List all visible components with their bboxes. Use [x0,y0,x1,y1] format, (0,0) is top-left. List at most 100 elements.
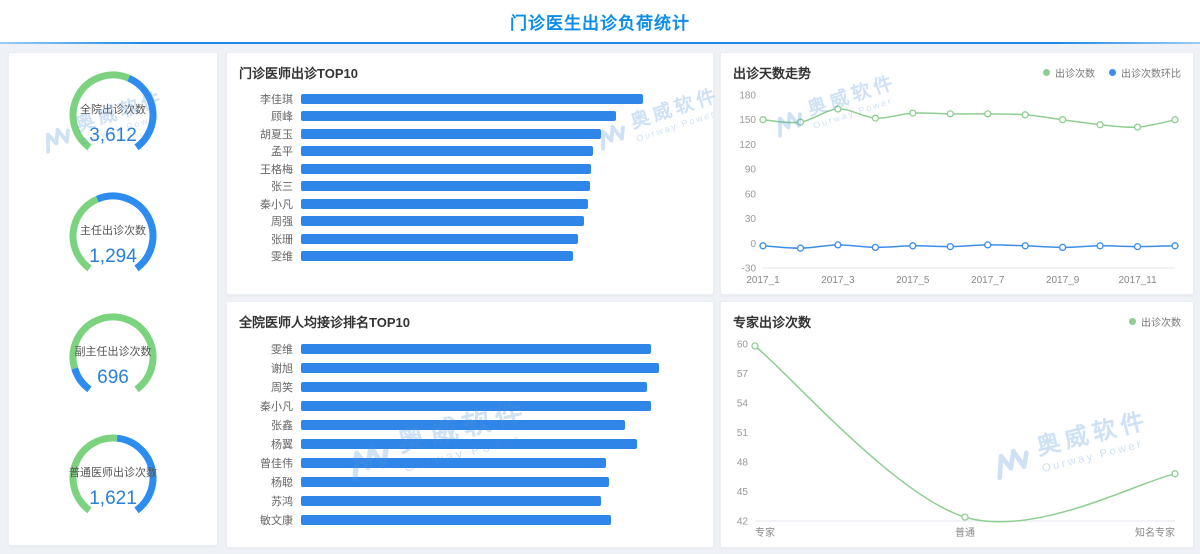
line-chart-svg[interactable]: 60 57 54 51 48 45 42 专家 普通 知名专家 [725,334,1189,543]
data-point[interactable] [961,513,969,521]
bar-track [301,181,701,192]
bar[interactable] [301,251,573,262]
data-point[interactable] [984,241,992,249]
bar-row[interactable]: 孟平 [237,143,701,161]
bar-category-label: 秦小凡 [260,198,293,211]
data-point[interactable] [1171,470,1179,478]
bar-row[interactable]: 苏鸿 [237,491,701,510]
y-tick-label: 0 [750,239,756,250]
bar-row[interactable]: 谢旭 [237,358,701,377]
data-point[interactable] [1171,116,1179,124]
series-line [762,108,1176,129]
bar-row[interactable]: 雯维 [237,248,701,266]
data-point[interactable] [1096,121,1104,129]
bar-track [301,495,701,506]
bar-track [301,233,701,244]
data-point[interactable] [759,116,767,124]
trend-line-chart[interactable]: 180 150 120 90 60 30 0 -30 2017_1 2017_3 2017_5 201… [725,85,1189,290]
data-point[interactable] [1021,111,1029,119]
bar-row[interactable]: 秦小凡 [237,195,701,213]
bar-row[interactable]: 杨翼 [237,434,701,453]
x-tick-label: 2017_9 [1046,275,1080,286]
bar-row[interactable]: 曾佳伟 [237,453,701,472]
bar-row[interactable]: 张鑫 [237,415,701,434]
bar-row[interactable]: 周笑 [237,377,701,396]
bar[interactable] [301,93,643,104]
bar[interactable] [301,198,588,209]
data-point[interactable] [751,342,759,350]
data-point[interactable] [1021,242,1029,250]
legend-item-visits[interactable]: 出诊次数 [1043,65,1095,80]
gauge-ring[interactable] [65,430,161,526]
bar[interactable] [301,476,609,487]
bar[interactable] [301,216,585,227]
bar[interactable] [301,381,648,392]
percapita-bar-chart[interactable]: 雯维 谢旭 周笑 秦小凡 张鑫杨翼曾佳伟杨聪苏鸿 敏文康 [227,333,713,529]
bar[interactable] [301,146,594,157]
gauge-ring[interactable] [65,309,161,405]
data-point[interactable] [909,242,917,250]
bar-category-label: 杨聪 [271,476,293,489]
expert-line-chart[interactable]: 60 57 54 51 48 45 42 专家 普通 知名专家 [725,334,1189,543]
data-point[interactable] [1058,116,1067,124]
card-visit-days-trend: 出诊天数走势 出诊次数 出诊次数环比 180 150 120 90 60 30 0 -30 20… [720,52,1194,295]
data-point[interactable] [1171,242,1179,250]
data-point[interactable] [1133,123,1142,131]
bar-track [301,146,701,157]
bar[interactable] [301,419,625,430]
bar-category-label: 李佳琪 [260,93,293,106]
data-point[interactable] [871,114,880,122]
data-point[interactable] [759,242,767,250]
bar-category-label: 杨翼 [271,438,293,451]
gauge-total-visits[interactable]: 全院出诊次数 3,612 [58,63,168,173]
bar-row[interactable]: 秦小凡 [237,396,701,415]
y-tick-label: -30 [742,264,757,275]
bar[interactable] [301,400,651,411]
bar-row[interactable]: 雯维 [237,339,701,358]
gauge-deputy-director-visits[interactable]: 副主任出诊次数 696 [58,305,168,415]
bar-row[interactable]: 张珊 [237,230,701,248]
data-point[interactable] [1058,243,1067,252]
chart-title: 专家出诊次数 [733,315,812,330]
top10-bar-chart[interactable]: 李佳琪顾峰 胡夏玉 孟平 王格梅 张三秦小凡周强 张珊 雯维 [227,84,713,265]
bar-row[interactable]: 敏文康 [237,510,701,529]
gauge-ring[interactable] [65,67,161,163]
legend-label: 出诊次数 [1055,69,1095,80]
data-point[interactable] [1096,242,1104,250]
legend-item-visits-mom[interactable]: 出诊次数环比 [1109,65,1181,80]
data-point[interactable] [946,110,954,118]
bar[interactable] [301,163,592,174]
bar[interactable] [301,343,651,354]
legend-item-visits[interactable]: 出诊次数 [1129,314,1181,329]
data-point[interactable] [984,110,992,118]
data-point[interactable] [796,244,805,252]
bar-row[interactable]: 胡夏玉 [237,125,701,143]
bar-row[interactable]: 李佳琪 [237,90,701,108]
bar[interactable] [301,181,590,192]
data-point[interactable] [871,243,880,252]
bar-row[interactable]: 周强 [237,213,701,231]
data-point[interactable] [946,242,954,251]
gauge-director-visits[interactable]: 主任出诊次数 1,294 [58,184,168,294]
bar[interactable] [301,495,602,506]
bar-track [301,476,701,487]
bar[interactable] [301,233,579,244]
bar[interactable] [301,362,659,373]
data-point[interactable] [796,118,805,126]
gauge-ring[interactable] [65,188,161,284]
bar-row[interactable]: 顾峰 [237,108,701,126]
bar[interactable] [301,111,617,122]
bar[interactable] [301,457,607,468]
data-point[interactable] [834,241,842,249]
bar-row[interactable]: 杨聪 [237,472,701,491]
data-point[interactable] [1133,242,1142,251]
bar-row[interactable]: 王格梅 [237,160,701,178]
bar-row[interactable]: 张三 [237,178,701,196]
bar[interactable] [301,128,601,139]
bar[interactable] [301,514,611,525]
gauge-general-doctor-visits[interactable]: 普通医师出诊次数 1,621 [58,426,168,536]
data-point[interactable] [834,105,842,113]
bar[interactable] [301,438,637,449]
data-point[interactable] [909,109,917,117]
